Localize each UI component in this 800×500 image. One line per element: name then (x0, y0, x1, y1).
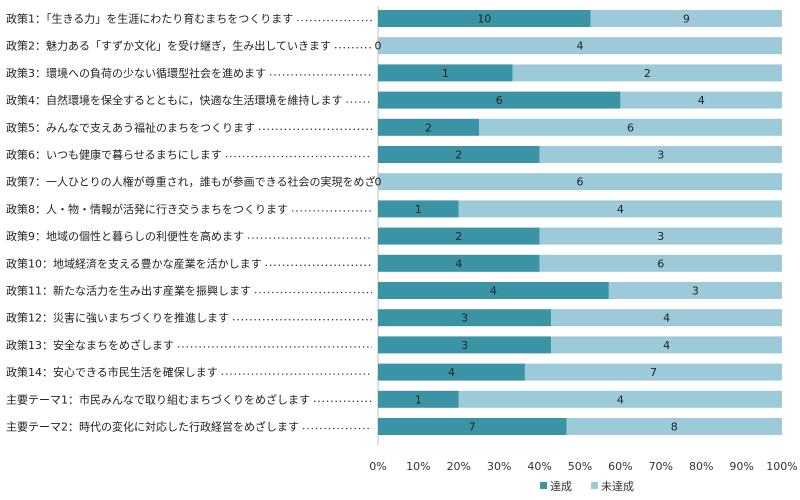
bar-not-achieved (551, 336, 782, 354)
value-label-achieved: 4 (455, 257, 462, 270)
value-label-not-achieved: 4 (698, 94, 705, 107)
value-label-achieved: 10 (477, 13, 491, 26)
bar-achieved (378, 91, 621, 109)
bar-not-achieved (378, 173, 782, 191)
x-tick-label: 100% (766, 460, 797, 473)
bar-not-achieved (620, 91, 782, 109)
value-label-not-achieved: 4 (663, 312, 670, 325)
value-label-achieved: 3 (461, 339, 468, 352)
legend-swatch-not-achieved (591, 482, 598, 489)
bar-not-achieved (458, 200, 782, 218)
bar-achieved (378, 336, 552, 354)
value-label-not-achieved: 6 (577, 176, 584, 189)
bar-achieved (378, 363, 525, 381)
bar-not-achieved (512, 64, 782, 82)
bar-not-achieved (458, 390, 782, 408)
category-label: 政策1：「生きる力」を生涯にわたり育むまちをつくります (6, 12, 293, 26)
value-label-achieved: 2 (455, 149, 462, 162)
category-label: 政策9：地域の個性と暮らしの利便性を高めます (6, 229, 244, 243)
value-label-achieved: 3 (461, 312, 468, 325)
bar-achieved (378, 227, 540, 245)
value-label-achieved: 4 (490, 285, 497, 298)
value-label-not-achieved: 9 (683, 13, 690, 26)
category-label: 政策2：魅力ある「すずか文化」を受け継ぎ，生み出していきます (6, 39, 331, 53)
x-tick-label: 10% (406, 460, 430, 473)
bar-achieved (378, 10, 591, 27)
bar-not-achieved (608, 282, 782, 299)
legend-swatch-achieved (540, 482, 547, 489)
value-label-not-achieved: 3 (657, 230, 664, 243)
category-label: 政策6：いつも健康で暮らせるまちにします (6, 148, 222, 162)
value-label-not-achieved: 4 (577, 40, 584, 53)
value-label-not-achieved: 8 (671, 421, 678, 434)
value-label-achieved: 2 (425, 121, 432, 134)
value-label-not-achieved: 7 (650, 366, 657, 379)
x-tick-label: 20% (447, 460, 471, 473)
bar-not-achieved (479, 118, 782, 136)
bar-achieved (378, 118, 479, 136)
value-label-achieved: 0 (375, 176, 382, 189)
category-label: 政策14：安心できる市民生活を確保します (6, 365, 218, 379)
bar-achieved (378, 254, 540, 272)
value-label-not-achieved: 4 (617, 203, 624, 216)
value-label-not-achieved: 4 (617, 393, 624, 406)
value-label-achieved: 2 (455, 230, 462, 243)
bar-achieved (378, 146, 540, 163)
value-label-not-achieved: 4 (663, 339, 670, 352)
bar-achieved (378, 390, 459, 408)
value-label-achieved: 0 (375, 40, 382, 53)
value-label-not-achieved: 6 (657, 257, 664, 270)
x-tick-label: 40% (527, 460, 551, 473)
bar-not-achieved (566, 418, 782, 435)
value-label-not-achieved: 6 (627, 121, 634, 134)
bar-not-achieved (539, 146, 782, 163)
x-tick-label: 80% (689, 460, 713, 473)
category-label: 主要テーマ2：時代の変化に対応した行政経営をめざします (6, 420, 299, 434)
bar-achieved (378, 309, 552, 327)
x-tick-label: 70% (649, 460, 673, 473)
bar-achieved (378, 64, 513, 82)
value-label-achieved: 1 (415, 203, 422, 216)
x-tick-label: 0% (369, 460, 386, 473)
x-tick-label: 50% (568, 460, 592, 473)
category-label: 政策3：環境への負荷の少ない循環型社会を進めます (6, 66, 266, 80)
bar-achieved (378, 418, 567, 435)
category-label: 政策4：自然環境を保全するとともに，快適な生活環境を維持します (6, 93, 342, 107)
legend-label-achieved: 達成 (550, 480, 572, 493)
value-label-not-achieved: 3 (657, 149, 664, 162)
category-label: 政策11：新たな活力を生み出す産業を振興します (6, 284, 251, 298)
value-label-not-achieved: 3 (692, 285, 699, 298)
bar-achieved (378, 200, 459, 218)
x-tick-label: 90% (729, 460, 753, 473)
value-label-achieved: 7 (469, 421, 476, 434)
value-label-achieved: 1 (442, 67, 449, 80)
bar-not-achieved (524, 363, 782, 381)
legend-label-not-achieved: 未達成 (601, 480, 634, 493)
bar-not-achieved (590, 10, 782, 27)
bar-not-achieved (551, 309, 782, 327)
x-tick-label: 60% (608, 460, 632, 473)
bar-not-achieved (539, 227, 782, 245)
category-label: 政策12：災害に強いまちづくりを推進します (6, 311, 229, 325)
value-label-not-achieved: 2 (644, 67, 651, 80)
category-label: 政策13：安全なまちをめざします (6, 338, 174, 352)
bar-not-achieved (539, 254, 782, 272)
category-label: 政策8：人・物・情報が活発に行き交うまちをつくります (6, 202, 288, 216)
value-label-achieved: 1 (415, 393, 422, 406)
category-label: 政策10：地域経済を支える豊かな産業を活かします (6, 256, 262, 270)
category-label: 政策7：一人ひとりの人権が尊重され，誰もが参画できる社会の実現をめざします (6, 175, 408, 189)
bar-achieved (378, 282, 609, 299)
value-label-achieved: 4 (448, 366, 455, 379)
bar-not-achieved (378, 37, 782, 55)
category-label: 政策5：みんなで支えあう福祉のまちをつくります (6, 120, 255, 134)
category-label: 主要テーマ1：市民みんなで取り組むまちづくりをめざします (6, 392, 310, 406)
value-label-achieved: 6 (496, 94, 503, 107)
x-tick-label: 30% (487, 460, 511, 473)
